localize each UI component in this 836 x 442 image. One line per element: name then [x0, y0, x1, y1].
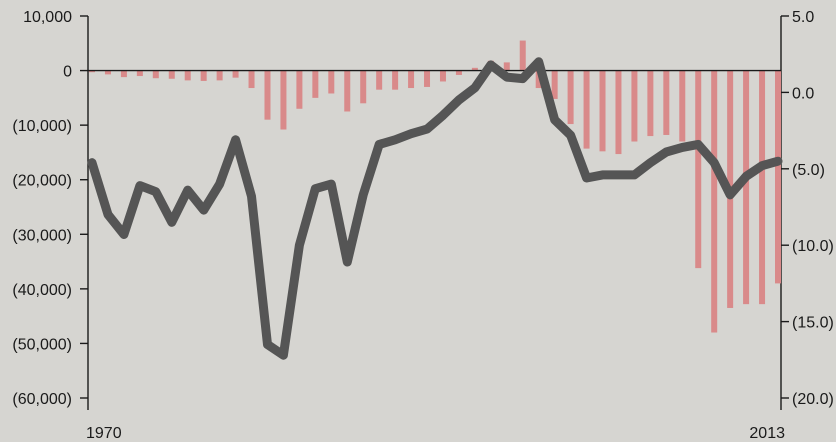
bar	[535, 70, 542, 89]
bar	[439, 70, 446, 82]
bar	[599, 70, 606, 152]
left-tick-label: (60,000)	[12, 391, 72, 408]
bar	[248, 70, 255, 89]
bar	[743, 70, 750, 305]
bar	[120, 70, 127, 78]
right-tick-label: (20.0)	[792, 391, 834, 408]
bar	[615, 70, 622, 155]
bar	[232, 70, 239, 78]
bar	[663, 70, 670, 135]
bar	[264, 70, 271, 120]
bar	[104, 70, 111, 75]
bar	[695, 70, 702, 269]
bar	[759, 70, 766, 305]
right-tick-label: 5.0	[792, 9, 814, 26]
right-tick-label: (5.0)	[792, 162, 825, 179]
bar	[583, 70, 590, 149]
line-series	[87, 57, 783, 360]
right-tick-label: (15.0)	[792, 315, 834, 332]
left-tick-label: (30,000)	[12, 227, 72, 244]
bar	[136, 70, 143, 77]
bar	[216, 70, 223, 81]
left-tick-label: (40,000)	[12, 282, 72, 299]
bar	[296, 70, 303, 109]
left-tick-label: 10,000	[23, 9, 72, 26]
bar	[184, 70, 191, 81]
right-axis: 5.0 0.0 (5.0) (10.0) (15.0) (20.0)	[780, 9, 834, 410]
bar	[328, 70, 335, 94]
bar	[200, 70, 207, 81]
bar	[424, 70, 431, 87]
bar	[519, 40, 526, 71]
bar	[471, 67, 478, 71]
bar	[152, 70, 159, 79]
left-tick-label: (50,000)	[12, 336, 72, 353]
left-axis-ticks: 10,000 0 (10,000) (20,000) (30,000) (40,000) (…	[12, 9, 88, 408]
bar	[89, 70, 95, 73]
left-tick-label: (10,000)	[12, 118, 72, 135]
right-tick-label: 0.0	[792, 85, 814, 102]
bar	[551, 70, 558, 99]
bar	[408, 70, 415, 89]
bar	[775, 70, 781, 284]
bar	[360, 70, 367, 104]
bar	[392, 70, 399, 90]
bar	[455, 70, 462, 75]
bar	[344, 70, 351, 112]
bar	[631, 70, 638, 142]
bar	[168, 70, 175, 79]
bar	[376, 70, 383, 90]
bar	[647, 70, 654, 137]
left-tick-label: (20,000)	[12, 173, 72, 190]
right-tick-label: (10.0)	[792, 238, 834, 255]
bar	[280, 70, 287, 130]
x-axis-ticks: 1970 2013	[86, 425, 785, 442]
bar	[312, 70, 319, 98]
x-tick-label: 2013	[749, 425, 785, 442]
right-axis-ticks: 5.0 0.0 (5.0) (10.0) (15.0) (20.0)	[781, 9, 834, 408]
bar	[567, 70, 574, 125]
bar-series	[89, 40, 781, 333]
x-tick-label: 1970	[86, 425, 122, 442]
bar	[503, 62, 510, 71]
left-tick-label: 0	[63, 64, 72, 81]
bar	[679, 70, 686, 142]
bar	[711, 70, 718, 333]
left-axis: 10,000 0 (10,000) (20,000) (30,000) (40,000) (…	[12, 9, 89, 410]
